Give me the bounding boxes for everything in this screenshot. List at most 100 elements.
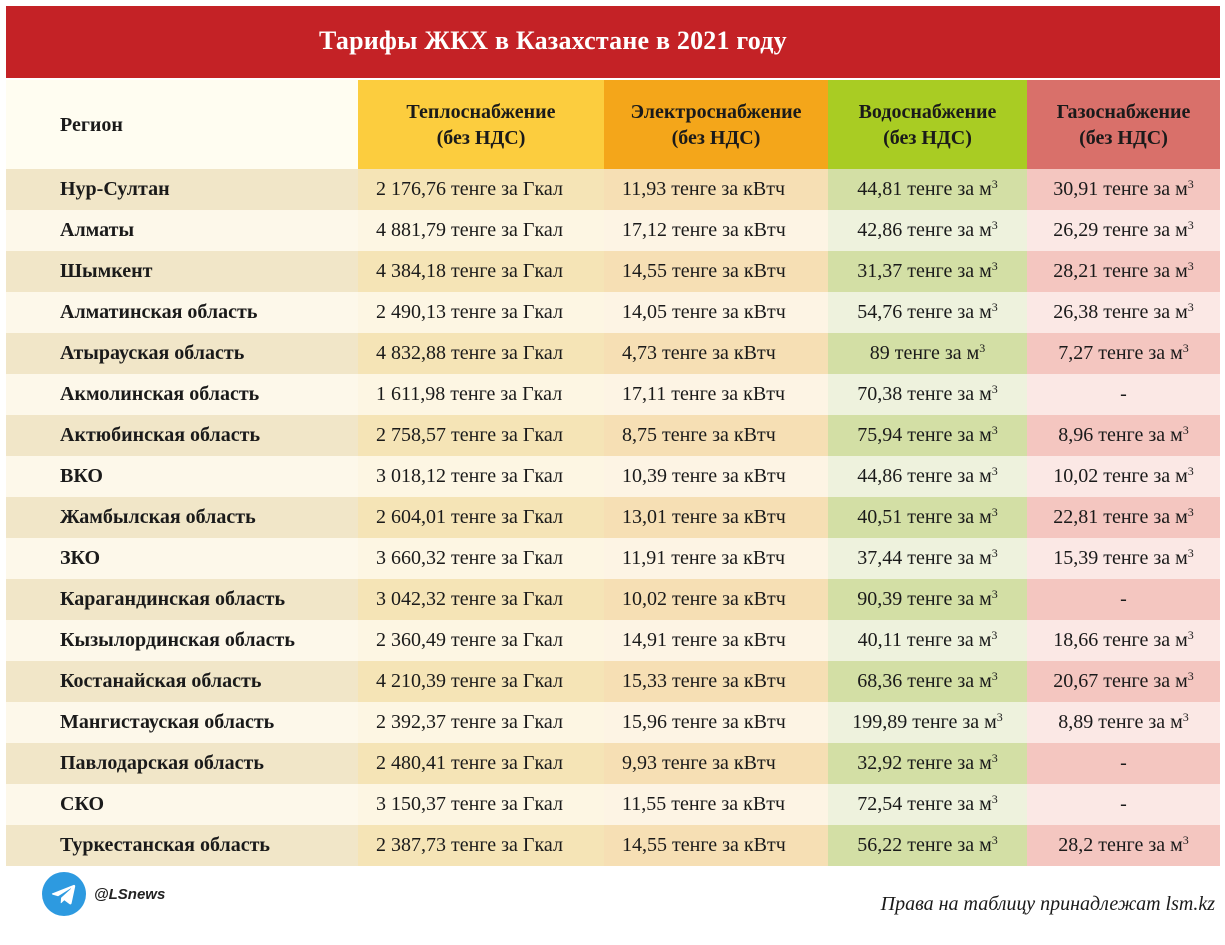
- gas-cell: 28,2 тенге за м3: [1027, 825, 1220, 866]
- header-gas: Газоснабжение (без НДС): [1027, 80, 1220, 169]
- region-cell: Актюбинская область: [6, 415, 358, 456]
- region-cell-value: Алматинская область: [60, 301, 258, 323]
- table-row: Карагандинская область 3 042,32 тенге за …: [6, 579, 1220, 620]
- gas-cell: 22,81 тенге за м3: [1027, 497, 1220, 538]
- heat-cell: 3 042,32 тенге за Гкал: [358, 579, 604, 620]
- table-row: Шымкент 4 384,18 тенге за Гкал 14,55 тенге…: [6, 251, 1220, 292]
- water-cell: 68,36 тенге за м3: [828, 661, 1027, 702]
- heat-cell: 4 384,18 тенге за Гкал: [358, 251, 604, 292]
- gas-cell: -: [1027, 743, 1220, 784]
- table-row: Акмолинская область 1 611,98 тенге за Гка…: [6, 374, 1220, 415]
- water-cell: 56,22 тенге за м3: [828, 825, 1027, 866]
- gas-cell-value: 8,96 тенге за м: [1058, 424, 1183, 446]
- region-cell: СКО: [6, 784, 358, 825]
- table-body: Нур-Султан 2 176,76 тенге за Гкал 11,93 те…: [6, 169, 1220, 866]
- table-row: Актюбинская область 2 758,57 тенге за Гка…: [6, 415, 1220, 456]
- water-cell-value: 89 тенге за м: [869, 342, 980, 364]
- water-cell-value: 32,92 тенге за м: [857, 752, 992, 774]
- title-bar: Тарифы ЖКХ в Казахстане в 2021 году: [6, 6, 1220, 78]
- water-cell: 44,81 тенге за м3: [828, 169, 1027, 210]
- region-cell: Нур-Султан: [6, 169, 358, 210]
- gas-cell-value: 26,38 тенге за м: [1053, 301, 1188, 323]
- heat-cell: 2 360,49 тенге за Гкал: [358, 620, 604, 661]
- cubic-superscript: 3: [991, 218, 998, 232]
- cubic-superscript: 3: [1187, 546, 1194, 560]
- gas-cell-value: 28,21 тенге за м: [1053, 260, 1188, 282]
- gas-cell-value: -: [1120, 588, 1127, 610]
- heat-cell: 2 604,01 тенге за Гкал: [358, 497, 604, 538]
- table-row: ЗКО 3 660,32 тенге за Гкал 11,91 тенге за …: [6, 538, 1220, 579]
- cubic-superscript: 3: [991, 300, 998, 314]
- electricity-cell: 15,33 тенге за кВтч: [604, 661, 828, 702]
- region-cell: Туркестанская область: [6, 825, 358, 866]
- copyright-note: Права на таблицу принадлежат lsm.kz: [880, 893, 1215, 915]
- table-header-row: Регион Теплоснабжение (без НДС) Электрос…: [6, 80, 1220, 169]
- cubic-superscript: 3: [1187, 300, 1194, 314]
- electricity-cell: 10,39 тенге за кВтч: [604, 456, 828, 497]
- water-cell: 75,94 тенге за м3: [828, 415, 1027, 456]
- cubic-superscript: 3: [991, 505, 998, 519]
- region-cell-value: Шымкент: [60, 260, 153, 282]
- cubic-superscript: 3: [979, 341, 986, 355]
- water-cell: 42,86 тенге за м3: [828, 210, 1027, 251]
- telegram-handle[interactable]: @LSnews: [94, 886, 166, 903]
- gas-cell: 8,89 тенге за м3: [1027, 702, 1220, 743]
- heat-cell: 4 210,39 тенге за Гкал: [358, 661, 604, 702]
- electricity-cell-value: 17,11 тенге за кВтч: [622, 383, 786, 405]
- electricity-cell-value: 8,75 тенге за кВтч: [622, 424, 776, 446]
- header-gas-line1: Газоснабжение: [1056, 100, 1191, 123]
- water-cell-value: 37,44 тенге за м: [857, 547, 992, 569]
- electricity-cell-value: 15,33 тенге за кВтч: [622, 670, 786, 692]
- heat-cell-value: 3 042,32 тенге за Гкал: [376, 588, 563, 610]
- water-cell: 40,11 тенге за м3: [828, 620, 1027, 661]
- water-cell-value: 31,37 тенге за м: [857, 260, 992, 282]
- cubic-superscript: 3: [1187, 259, 1194, 273]
- gas-cell: 7,27 тенге за м3: [1027, 333, 1220, 374]
- gas-cell-value: 10,02 тенге за м: [1053, 465, 1188, 487]
- header-heat-line1: Теплоснабжение: [406, 100, 556, 123]
- heat-cell: 2 387,73 тенге за Гкал: [358, 825, 604, 866]
- electricity-cell: 14,91 тенге за кВтч: [604, 620, 828, 661]
- gas-cell: 30,91 тенге за м3: [1027, 169, 1220, 210]
- region-cell-value: Жамбылская область: [60, 506, 256, 528]
- region-cell: Алматинская область: [6, 292, 358, 333]
- gas-cell: 20,67 тенге за м3: [1027, 661, 1220, 702]
- region-cell-value: ВКО: [60, 465, 103, 487]
- region-cell: ВКО: [6, 456, 358, 497]
- heat-cell-value: 4 832,88 тенге за Гкал: [376, 342, 563, 364]
- page-title: Тарифы ЖКХ в Казахстане в 2021 году: [319, 26, 787, 55]
- electricity-cell-value: 14,05 тенге за кВтч: [622, 301, 786, 323]
- water-cell: 32,92 тенге за м3: [828, 743, 1027, 784]
- cubic-superscript: 3: [991, 751, 998, 765]
- heat-cell: 4 832,88 тенге за Гкал: [358, 333, 604, 374]
- gas-cell: 18,66 тенге за м3: [1027, 620, 1220, 661]
- header-electricity-line1: Электроснабжение: [630, 100, 802, 123]
- gas-cell-value: 20,67 тенге за м: [1053, 670, 1188, 692]
- header-region: Регион: [6, 80, 358, 169]
- telegram-icon[interactable]: [42, 872, 86, 916]
- table-row: Мангистауская область 2 392,37 тенге за Г…: [6, 702, 1220, 743]
- region-cell: Акмолинская область: [6, 374, 358, 415]
- heat-cell: 2 490,13 тенге за Гкал: [358, 292, 604, 333]
- cubic-superscript: 3: [991, 464, 998, 478]
- table-row: Алматинская область 2 490,13 тенге за Гка…: [6, 292, 1220, 333]
- electricity-cell: 9,93 тенге за кВтч: [604, 743, 828, 784]
- electricity-cell-value: 17,12 тенге за кВтч: [622, 219, 786, 241]
- heat-cell: 3 660,32 тенге за Гкал: [358, 538, 604, 579]
- region-cell-value: ЗКО: [60, 547, 101, 569]
- heat-cell-value: 2 360,49 тенге за Гкал: [376, 629, 563, 651]
- heat-cell-value: 4 210,39 тенге за Гкал: [376, 670, 563, 692]
- table-row: Нур-Султан 2 176,76 тенге за Гкал 11,93 те…: [6, 169, 1220, 210]
- water-cell-value: 90,39 тенге за м: [857, 588, 992, 610]
- electricity-cell-value: 15,96 тенге за кВтч: [622, 711, 786, 733]
- gas-cell-value: -: [1120, 752, 1127, 774]
- gas-cell-value: 18,66 тенге за м: [1053, 629, 1188, 651]
- region-cell: Павлодарская область: [6, 743, 358, 784]
- header-water-line1: Водоснабжение: [858, 100, 997, 123]
- water-cell: 70,38 тенге за м3: [828, 374, 1027, 415]
- electricity-cell-value: 10,39 тенге за кВтч: [622, 465, 786, 487]
- gas-cell-value: 26,29 тенге за м: [1053, 219, 1188, 241]
- water-cell: 54,76 тенге за м3: [828, 292, 1027, 333]
- tariffs-table: Регион Теплоснабжение (без НДС) Электрос…: [6, 80, 1220, 866]
- heat-cell: 2 392,37 тенге за Гкал: [358, 702, 604, 743]
